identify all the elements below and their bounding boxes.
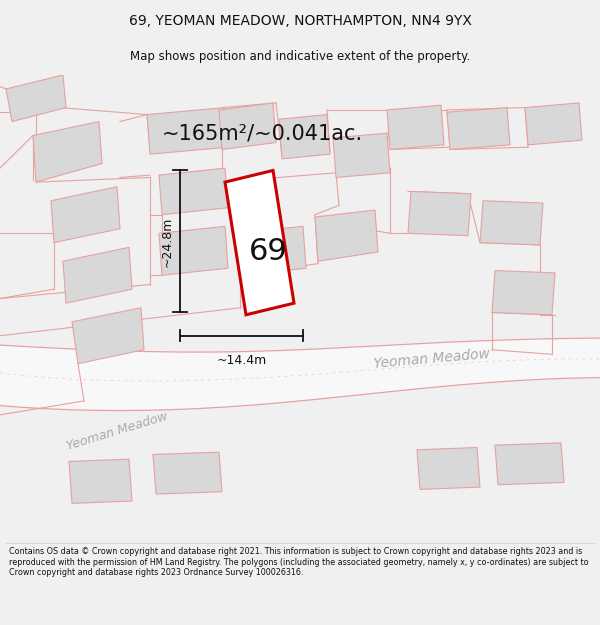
Polygon shape (159, 226, 228, 275)
Polygon shape (417, 448, 480, 489)
Polygon shape (525, 103, 582, 145)
Polygon shape (51, 187, 120, 242)
Text: Yeoman Meadow: Yeoman Meadow (65, 409, 169, 452)
Polygon shape (495, 443, 564, 485)
Polygon shape (315, 210, 378, 261)
Polygon shape (480, 201, 543, 245)
Polygon shape (159, 168, 228, 214)
Polygon shape (63, 248, 132, 303)
Text: 69, YEOMAN MEADOW, NORTHAMPTON, NN4 9YX: 69, YEOMAN MEADOW, NORTHAMPTON, NN4 9YX (128, 14, 472, 28)
Polygon shape (69, 459, 132, 503)
Polygon shape (147, 107, 228, 154)
Polygon shape (33, 121, 102, 182)
Text: Map shows position and indicative extent of the property.: Map shows position and indicative extent… (130, 50, 470, 62)
Polygon shape (492, 271, 555, 315)
Text: ~165m²/~0.041ac.: ~165m²/~0.041ac. (162, 123, 363, 143)
Text: ~14.4m: ~14.4m (217, 354, 266, 367)
Polygon shape (72, 308, 144, 364)
Polygon shape (153, 452, 222, 494)
Text: Contains OS data © Crown copyright and database right 2021. This information is : Contains OS data © Crown copyright and d… (9, 548, 589, 577)
Polygon shape (6, 75, 66, 121)
Text: 69: 69 (249, 238, 288, 266)
Polygon shape (237, 226, 306, 275)
Polygon shape (447, 107, 510, 149)
Polygon shape (333, 133, 390, 178)
Polygon shape (219, 103, 276, 149)
Text: ~24.8m: ~24.8m (160, 216, 173, 267)
Polygon shape (408, 191, 471, 236)
Polygon shape (279, 114, 330, 159)
Polygon shape (387, 105, 444, 149)
Text: Yeoman Meadow: Yeoman Meadow (373, 347, 491, 371)
Polygon shape (225, 171, 294, 315)
